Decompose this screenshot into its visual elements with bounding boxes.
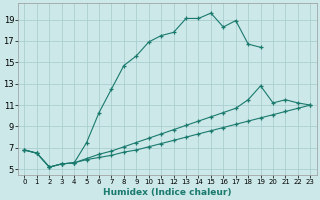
X-axis label: Humidex (Indice chaleur): Humidex (Indice chaleur) <box>103 188 232 197</box>
